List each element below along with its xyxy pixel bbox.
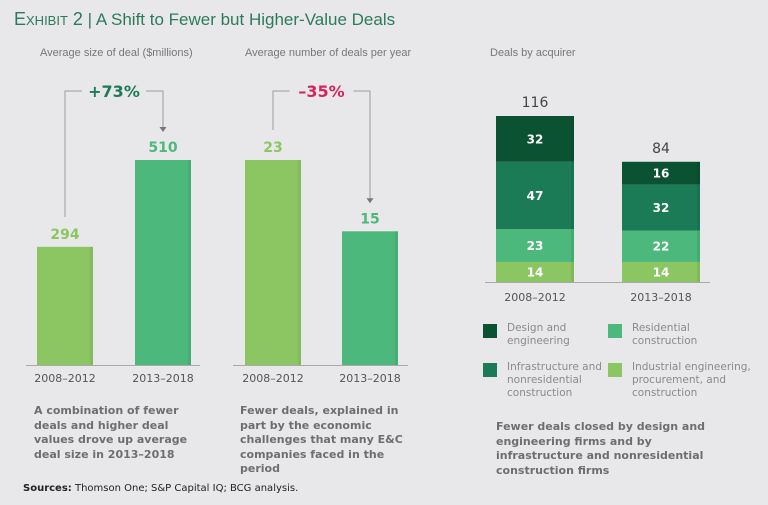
chart2-category-label: 2013–2018 <box>339 372 401 385</box>
chart2-bracket-left <box>272 90 290 130</box>
legend-swatch <box>608 363 622 377</box>
chart2-category-label: 2008–2012 <box>242 372 304 385</box>
sources-label: Sources: <box>23 483 72 494</box>
chart3-segment-label: 32 <box>653 201 670 215</box>
chart2-bar <box>342 231 398 365</box>
legend-swatch <box>483 324 497 338</box>
chart3-segment <box>496 261 574 282</box>
chart3-segment-shade <box>697 184 700 231</box>
chart1-category-label: 2008–2012 <box>34 372 96 385</box>
chart3-title: Deals by acquirer <box>490 47 576 59</box>
legend-label: Industrial engineering, procurement, and… <box>632 361 751 399</box>
legend-item-industrial: Industrial engineering, procurement, and… <box>608 361 768 400</box>
chart2-bracket-right <box>353 90 371 199</box>
chart3-segment <box>622 184 700 231</box>
chart1-value-label: 510 <box>148 140 177 156</box>
legend-label: Infrastructure and nonresidential constr… <box>507 361 602 399</box>
chart1-bracket-left <box>64 90 82 217</box>
legend-label: Design and engineering <box>507 322 570 347</box>
chart3-segment-shade <box>571 261 574 282</box>
chart2-value-label: 15 <box>360 211 379 227</box>
chart3-segment-label: 47 <box>527 189 544 203</box>
chart1-bar <box>135 160 191 365</box>
legend-item-design-engineering: Design and engineering <box>483 322 592 348</box>
chart3-category-label: 2008–2012 <box>504 291 566 304</box>
legend-swatch <box>483 363 497 377</box>
chart3-segment <box>496 161 574 230</box>
chart2-arrowhead <box>366 198 374 204</box>
sources-text: Thomson One; S&P Capital IQ; BCG analysi… <box>71 483 299 494</box>
exhibit-title: Exhibit 2 | A Shift to Fewer but Higher-… <box>14 9 395 30</box>
chart1-description: A combination of fewer deals and higher … <box>34 404 188 461</box>
chart2-title: Average number of deals per year <box>245 47 412 59</box>
chart1-bar-shade <box>188 160 191 365</box>
chart3-segment <box>622 230 700 262</box>
chart1-value-label: 294 <box>50 227 79 243</box>
chart3-segment-shade <box>697 161 700 185</box>
exhibit-number: Exhibit 2 <box>14 9 83 29</box>
chart2-bar-shade <box>298 160 301 365</box>
chart2-description: Fewer deals, explained in part by the ec… <box>240 404 403 475</box>
chart3-segment-shade <box>571 229 574 262</box>
chart3-description: Fewer deals closed by design and enginee… <box>496 420 706 477</box>
chart1-arrowhead <box>159 127 167 132</box>
title-text: A Shift to Fewer but Higher-Value Deals <box>95 10 396 29</box>
chart3-segment-shade <box>697 261 700 282</box>
legend-label: Residential construction <box>632 322 698 347</box>
chart3-segment-shade <box>697 230 700 262</box>
chart3-category-label: 2013–2018 <box>630 291 692 304</box>
chart2-bar-shade <box>395 231 398 365</box>
legend-item-residential: Residential construction <box>608 322 732 348</box>
chart3-total-label: 84 <box>652 141 670 157</box>
title-separator: | <box>87 10 93 29</box>
chart3-segment <box>496 229 574 262</box>
chart1-bracket-right <box>146 90 164 127</box>
chart3-segment <box>496 116 574 162</box>
chart2-value-label: 23 <box>263 140 282 156</box>
chart3-segment <box>622 261 700 282</box>
chart1-bar-shade <box>90 246 93 365</box>
chart1-category-label: 2013–2018 <box>132 372 194 385</box>
chart2-bar <box>245 160 301 365</box>
chart3-segment-label: 32 <box>527 132 544 146</box>
chart3-segment-label: 14 <box>527 265 544 279</box>
chart3-total-label: 116 <box>522 95 549 111</box>
chart1-title: Average size of deal ($millions) <box>40 47 193 59</box>
chart3-segment-shade <box>571 116 574 162</box>
chart3-segment-shade <box>571 161 574 230</box>
chart3-segment <box>622 161 700 185</box>
legend-swatch <box>608 324 622 338</box>
chart2-change-label: –35% <box>298 82 344 101</box>
chart3-segment-label: 14 <box>653 265 670 279</box>
chart3-segment-label: 23 <box>527 239 544 253</box>
sources-note: Sources: Thomson One; S&P Capital IQ; BC… <box>23 483 298 494</box>
chart3-segment-label: 22 <box>653 240 670 254</box>
chart3-segment-label: 16 <box>653 167 670 181</box>
chart1-bar <box>37 246 93 365</box>
chart1-change-label: +73% <box>88 82 140 101</box>
legend-item-infrastructure: Infrastructure and nonresidential constr… <box>483 361 607 400</box>
